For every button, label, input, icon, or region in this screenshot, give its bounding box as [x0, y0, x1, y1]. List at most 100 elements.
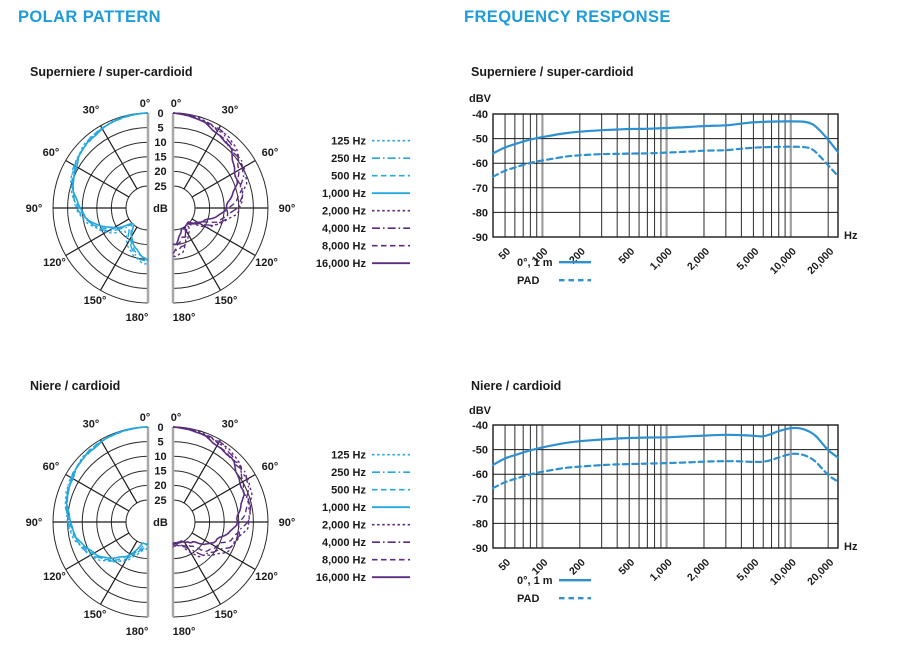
polar-angle-label: 90°	[26, 203, 43, 215]
fr-curves	[491, 120, 840, 178]
fr-x-tick-label: 2,000	[685, 246, 712, 273]
fr-curve-pad	[491, 145, 840, 178]
polar-radial-tick-label: 20	[154, 166, 166, 178]
polar-angle-label: 180°	[173, 312, 196, 324]
polar-legend-label: 16,000 Hz	[316, 572, 367, 584]
polar-legend-label: 250 Hz	[331, 153, 366, 165]
polar-legend-label: 4,000 Hz	[322, 223, 367, 235]
polar-curve-1-000-hz	[65, 426, 149, 560]
polar-curve-4-000-hz	[172, 426, 252, 557]
polar-radial-tick-label: 25	[154, 495, 166, 507]
fr-y-tick-label: -70	[472, 183, 488, 195]
fr-y-tick-label: -80	[472, 207, 488, 219]
polar-curve-1-000-hz	[71, 112, 149, 261]
fr-x-tick-label: 5,000	[734, 246, 761, 273]
fr-cardioid-title: Niere / cardioid	[471, 379, 562, 393]
fr-x-tick-label: 20,000	[805, 557, 836, 588]
polar-angle-label: 30°	[222, 418, 239, 430]
fr-x-tick-label: 5,000	[734, 557, 761, 584]
polar-radial-tick-label: 15	[154, 152, 166, 164]
polar-curve-4-000-hz	[172, 112, 245, 252]
polar-curve-8-000-hz	[172, 112, 243, 255]
polar-legend: 125 Hz 250 Hz 500 Hz 1,000 Hz 2,000 Hz 4,000 …	[316, 450, 410, 584]
polar-radial-tick-label: 20	[154, 480, 166, 492]
fr-grid	[492, 113, 839, 238]
polar-grid	[52, 112, 269, 304]
polar-angle-label: 180°	[173, 626, 196, 638]
fr-curves	[491, 426, 840, 490]
polar-axis-labels: 0° 0° 180° 180° 30° 30° 60° 60° 90° 90° 120° 120° 15…	[26, 412, 296, 638]
polar-angle-label: 0°	[171, 412, 182, 424]
polar-legend: 125 Hz 250 Hz 500 Hz 1,000 Hz 2,000 Hz 4,000 …	[316, 136, 410, 270]
polar-supercardioid-title: Superniere / super-cardioid	[30, 65, 193, 79]
polar-radial-tick-label: 25	[154, 181, 166, 193]
fr-y-tick-label: -60	[472, 469, 488, 481]
polar-angle-label: 60°	[43, 147, 60, 159]
fr-legend: 0°, 1 m PAD	[517, 257, 591, 287]
polar-legend-label: 2,000 Hz	[322, 206, 367, 218]
fr-x-tick-label: 1,000	[648, 557, 675, 584]
fr-x-tick-label: 50	[496, 557, 513, 574]
fr-curve-0-1-m	[491, 120, 840, 155]
fr-x-tick-label: 10,000	[768, 557, 799, 588]
fr-x-tick-label: 500	[616, 246, 637, 267]
polar-legend-label: 250 Hz	[331, 467, 366, 479]
fr-cardioid-y-unit: dBV	[469, 405, 491, 417]
fr-x-unit-label: Hz	[844, 541, 858, 553]
polar-angle-label: 90°	[279, 203, 296, 215]
fr-supercardioid-y-unit: dBV	[469, 93, 491, 105]
polar-angle-label: 0°	[140, 412, 151, 424]
polar-angle-label: 180°	[126, 312, 149, 324]
polar-axis-labels: 0° 0° 180° 180° 30° 30° 60° 60° 90° 90° 120° 120° 15…	[26, 98, 296, 324]
polar-angle-label: 120°	[255, 257, 278, 269]
fr-y-tick-label: -40	[472, 420, 488, 432]
polar-angle-label: 180°	[126, 626, 149, 638]
polar-curves	[64, 426, 253, 563]
fr-y-tick-label: -70	[472, 494, 488, 506]
fr-x-tick-label: 500	[616, 557, 637, 578]
polar-radial-tick-label: 0	[157, 108, 163, 120]
polar-legend-label: 1,000 Hz	[322, 502, 367, 514]
fr-x-tick-label: 20,000	[805, 246, 836, 277]
polar-curve-16-000-hz	[172, 426, 245, 547]
polar-legend-label: 1,000 Hz	[322, 188, 367, 200]
polar-angle-label: 150°	[84, 609, 107, 621]
polar-angle-label: 30°	[83, 104, 100, 116]
fr-legend: 0°, 1 m PAD	[517, 575, 591, 605]
fr-legend-label: 0°, 1 m	[517, 257, 553, 269]
polar-chart-cardioid: 0° 0° 180° 180° 30° 30° 60° 60° 90° 90° 120° 120° 15…	[26, 412, 410, 638]
polar-chart-supercardioid: 0° 0° 180° 180° 30° 30° 60° 60° 90° 90° 120° 120° 15…	[26, 98, 410, 324]
polar-legend-label: 8,000 Hz	[322, 555, 367, 567]
polar-curve-16-000-hz	[172, 112, 239, 246]
fr-curve-0-1-m	[491, 426, 840, 466]
polar-angle-label: 60°	[262, 147, 279, 159]
polar-curves	[70, 112, 248, 265]
fr-supercardioid-title: Superniere / super-cardioid	[471, 65, 634, 79]
polar-angle-label: 120°	[255, 571, 278, 583]
polar-legend-label: 8,000 Hz	[322, 241, 367, 253]
polar-angle-label: 150°	[215, 609, 238, 621]
polar-curve-8-000-hz	[172, 426, 250, 553]
polar-angle-label: 150°	[84, 295, 107, 307]
polar-legend-label: 16,000 Hz	[316, 258, 367, 270]
polar-angle-label: 30°	[83, 418, 100, 430]
polar-angle-label: 60°	[43, 461, 60, 473]
polar-pattern-heading: POLAR PATTERN	[18, 8, 162, 26]
polar-legend-label: 2,000 Hz	[322, 520, 367, 532]
polar-angle-label: 90°	[279, 517, 296, 529]
polar-radial-tick-label: 10	[154, 451, 166, 463]
fr-grid	[492, 424, 839, 549]
polar-cardioid-title: Niere / cardioid	[30, 379, 121, 393]
polar-radial-tick-label: 5	[157, 436, 163, 448]
fr-legend-label: PAD	[517, 275, 539, 287]
polar-angle-label: 30°	[222, 104, 239, 116]
fr-x-unit-label: Hz	[844, 230, 858, 242]
polar-curve-2-000-hz	[172, 112, 248, 258]
polar-curve-2-000-hz	[172, 426, 253, 558]
fr-legend-label: 0°, 1 m	[517, 575, 553, 587]
frequency-response-heading: FREQUENCY RESPONSE	[464, 8, 671, 26]
polar-unit-label: dB	[153, 203, 168, 215]
